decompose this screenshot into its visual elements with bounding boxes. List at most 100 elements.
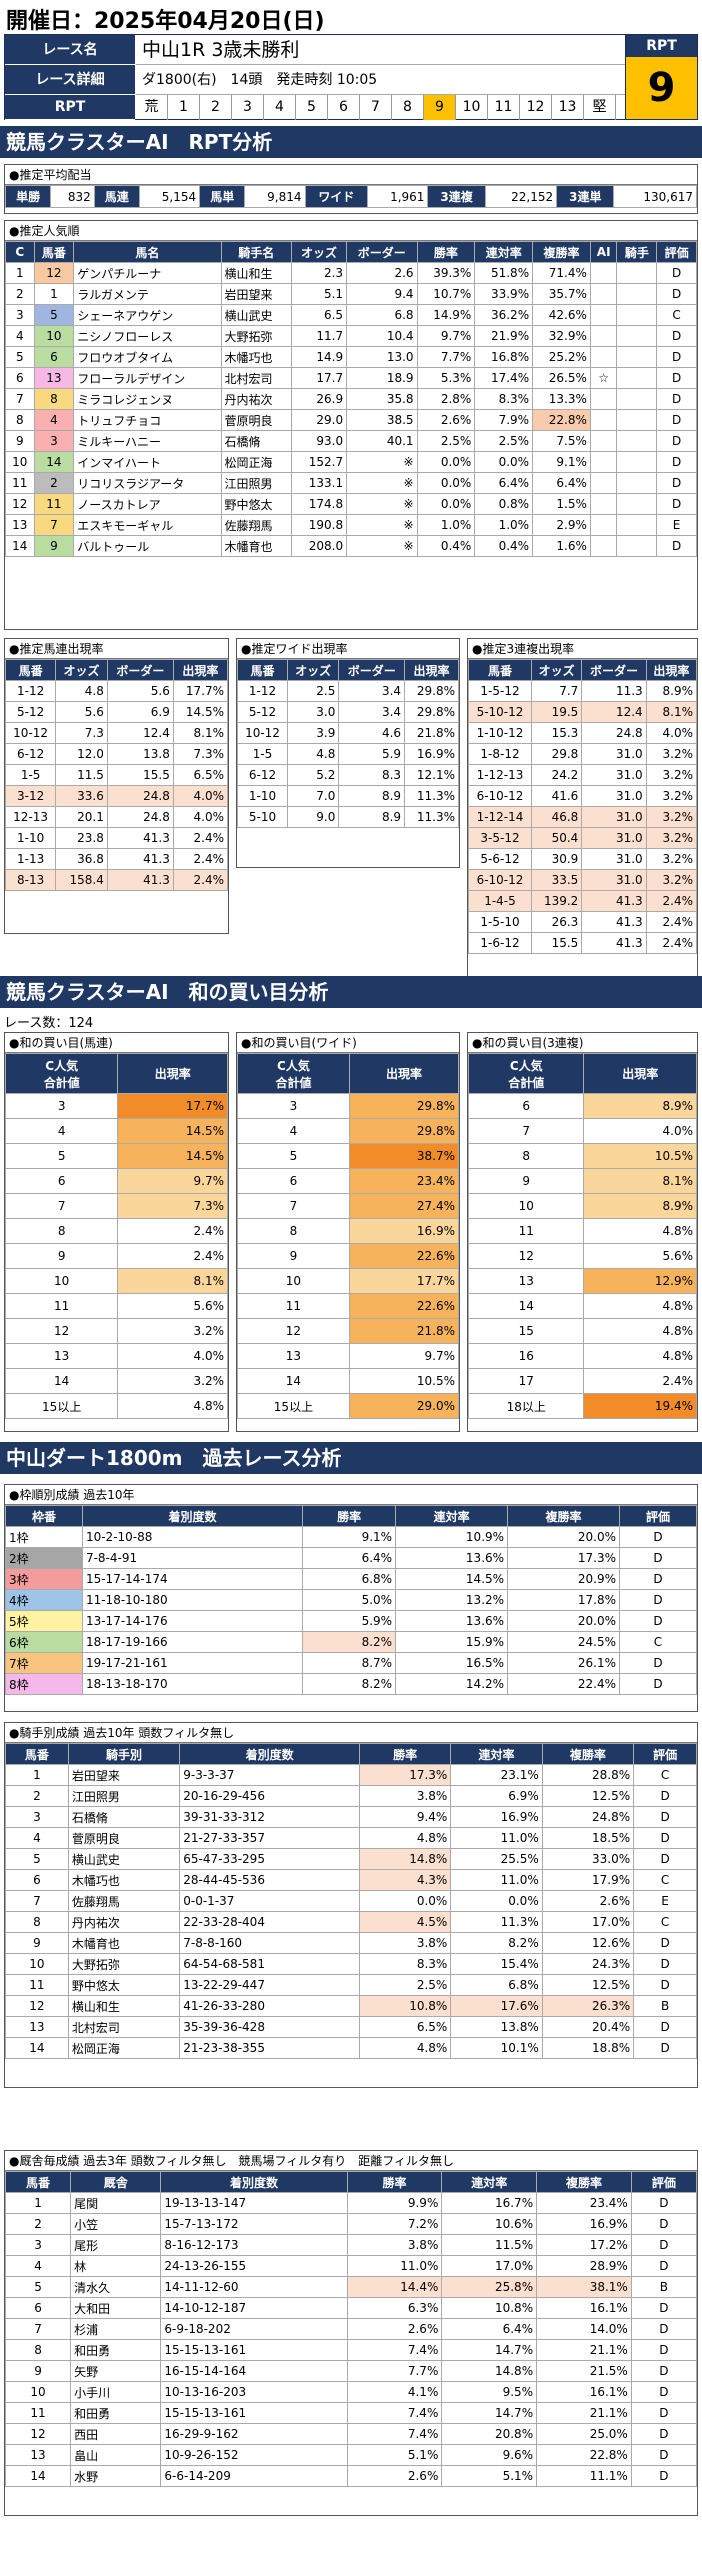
trainer-cell: 38.1% [536, 2276, 632, 2298]
popularity-row: 13 7 エスキモーギャル 佐藤翔馬 190.8 ※ 1.0% 1.0% 2.9% E [5, 514, 697, 536]
trainer-cell: D [630, 2444, 698, 2466]
trainer-header: 着別度数 [160, 2171, 348, 2193]
wa-sanren-header-sum: C人気 合計値 [467, 1053, 585, 1094]
jockey-cell: D [633, 1827, 697, 1849]
jockey-cell: 17.9% [541, 1869, 635, 1891]
est-sanren-cell: 5-10-12 [468, 701, 532, 723]
trainer-cell: 水野 [70, 2465, 162, 2487]
popularity-header: 複勝率 [532, 241, 591, 263]
jockey-cell: 佐藤翔馬 [67, 1890, 181, 1912]
wa-sanren-row: 12 5.6% [467, 1243, 697, 1269]
wa-wide-rate: 29.8% [348, 1093, 460, 1119]
trainer-cell: 14-11-12-60 [160, 2276, 348, 2298]
est-umaren-cell: 24.8 [106, 806, 174, 828]
wa-umaren-rate: 17.7% [117, 1093, 228, 1119]
wa-wide-header-sum: C人気 合計値 [237, 1053, 350, 1094]
popularity-cell: 35.7% [532, 283, 591, 305]
popularity-header: 騎手 [616, 241, 658, 263]
est-sanren-cell: 31.0 [581, 827, 647, 849]
jockey-cell: 江田照男 [67, 1785, 181, 1807]
est-umaren-cell: 20.1 [55, 806, 108, 828]
jockey-row: 4 菅原明良 21-27-33-357 4.8% 11.0% 18.5% D [5, 1827, 697, 1849]
popularity-cell: ミルキーハニー [73, 430, 222, 452]
trainer-cell: 1 [4, 2192, 72, 2214]
jockey-cell: 石橋脩 [67, 1806, 181, 1828]
est-sanren-cell: 3.2% [645, 806, 698, 828]
waku-cell: 14.5% [395, 1568, 509, 1590]
waku-cell: 17.8% [507, 1589, 620, 1611]
wa-sanren-box: ●和の買い目(3連複) C人気 合計値 出現率 6 8.9% 7 4.0% 8 10.5% 9 8.… [467, 1032, 698, 1432]
popularity-cell: D [656, 346, 697, 368]
trainer-cell: 25.0% [536, 2423, 632, 2445]
popularity-cell: シェーネアウゲン [73, 304, 222, 326]
popularity-cell [589, 430, 618, 452]
wa-wide-title: ●和の買い目(ワイド) [237, 1033, 459, 1053]
trainer-cell: 清水久 [70, 2276, 162, 2298]
race-name: 中山1R 3歳未勝利 [136, 35, 626, 65]
jockey-row: 3 石橋脩 39-31-33-312 9.4% 16.9% 24.8% D [5, 1806, 697, 1828]
est-wide-cell: 2.5 [286, 680, 340, 702]
popularity-header: 連対率 [474, 241, 534, 263]
est-umaren-cell: 10-12 [4, 722, 57, 744]
est-sanren-cell: 1-12-13 [468, 764, 532, 786]
jockey-cell: 20.4% [541, 2016, 635, 2038]
est-sanren-cell: 50.4 [530, 827, 583, 849]
trainer-header: 厩舎 [70, 2171, 162, 2193]
trainer-cell: 11 [4, 2402, 72, 2424]
wa-sanren-sum: 10 [467, 1193, 585, 1219]
popularity-cell [616, 388, 658, 410]
wa-wide-row: 11 22.6% [237, 1293, 460, 1319]
trainer-cell: 8 [4, 2339, 72, 2361]
wa-sanren-sum: 14 [467, 1293, 585, 1319]
popularity-cell: ※ [346, 514, 418, 536]
popularity-cell: 35.8 [346, 388, 418, 410]
est-sanren-cell: 31.0 [581, 764, 647, 786]
jockey-cell: D [633, 1932, 697, 1954]
est-sanren-cell: 3.2% [645, 869, 698, 891]
jockey-cell: 11.0% [450, 1827, 543, 1849]
popularity-cell: 0.0% [416, 472, 476, 494]
trainer-cell: 7.4% [346, 2339, 443, 2361]
est-wide-row: 5-12 3.0 3.4 29.8% [237, 701, 459, 723]
est-umaren-cell: 6-12 [4, 743, 57, 765]
trainer-cell: 6.3% [346, 2297, 443, 2319]
est-sanren-cell: 15.3 [530, 722, 583, 744]
wa-umaren-row: 3 17.7% [4, 1093, 228, 1119]
wa-umaren-row: 11 5.6% [4, 1293, 228, 1319]
jockey-cell: 33.0% [541, 1848, 635, 1870]
wa-sanren-row: 10 8.9% [467, 1193, 697, 1219]
wa-umaren-row: 10 8.1% [4, 1268, 228, 1294]
jockey-header: 着別度数 [179, 1743, 360, 1765]
popularity-cell: 7.9% [474, 409, 534, 431]
trainer-cell: 尾形 [70, 2234, 162, 2256]
est-sanren-header: 馬番 [468, 659, 532, 681]
popularity-cell: 5 [33, 304, 75, 326]
popularity-cell: 0.0% [416, 451, 476, 473]
jockey-cell: 20-16-29-456 [179, 1785, 360, 1807]
jockey-row: 8 丹内祐次 22-33-28-404 4.5% 11.3% 17.0% C [5, 1911, 697, 1933]
payout-type: 馬連 [93, 185, 140, 208]
wa-wide-sum: 5 [237, 1143, 350, 1169]
jockey-cell: 8.3% [358, 1953, 452, 1975]
rpt-scale-cell: 1 [168, 95, 200, 120]
trainer-cell: 9.6% [441, 2444, 538, 2466]
est-umaren-cell: 1-12 [4, 680, 57, 702]
est-umaren-header: 馬番 [4, 659, 57, 681]
wa-sanren-rate: 4.8% [583, 1218, 697, 1244]
est-umaren-cell: 5.6 [106, 680, 174, 702]
jockey-cell: 26.3% [541, 1995, 635, 2017]
section-wa-analysis: 競馬クラスターAI 和の買い目分析 [0, 976, 702, 1008]
waku-cell: 19-17-21-161 [81, 1652, 304, 1674]
trainer-cell: 4.1% [346, 2381, 443, 2403]
rpt-scale-cell: 8 [392, 95, 424, 120]
jockey-cell: 22-33-28-404 [179, 1911, 360, 1933]
popularity-cell: 6 [33, 346, 75, 368]
popularity-row: 5 6 フロウオブタイム 木幡巧也 14.9 13.0 7.7% 16.8% 25.2% D [5, 346, 697, 368]
trainer-row: 6 大和田 14-10-12-187 6.3% 10.8% 16.1% D [4, 2297, 698, 2319]
est-sanren-cell: 3.2% [645, 848, 698, 870]
jockey-cell: 21-23-38-355 [179, 2037, 360, 2059]
jockey-header: 複勝率 [541, 1743, 635, 1765]
popularity-cell: ミラコレジェンヌ [73, 388, 222, 410]
popularity-cell: 13.3% [532, 388, 591, 410]
waku-header: 勝率 [302, 1505, 397, 1527]
